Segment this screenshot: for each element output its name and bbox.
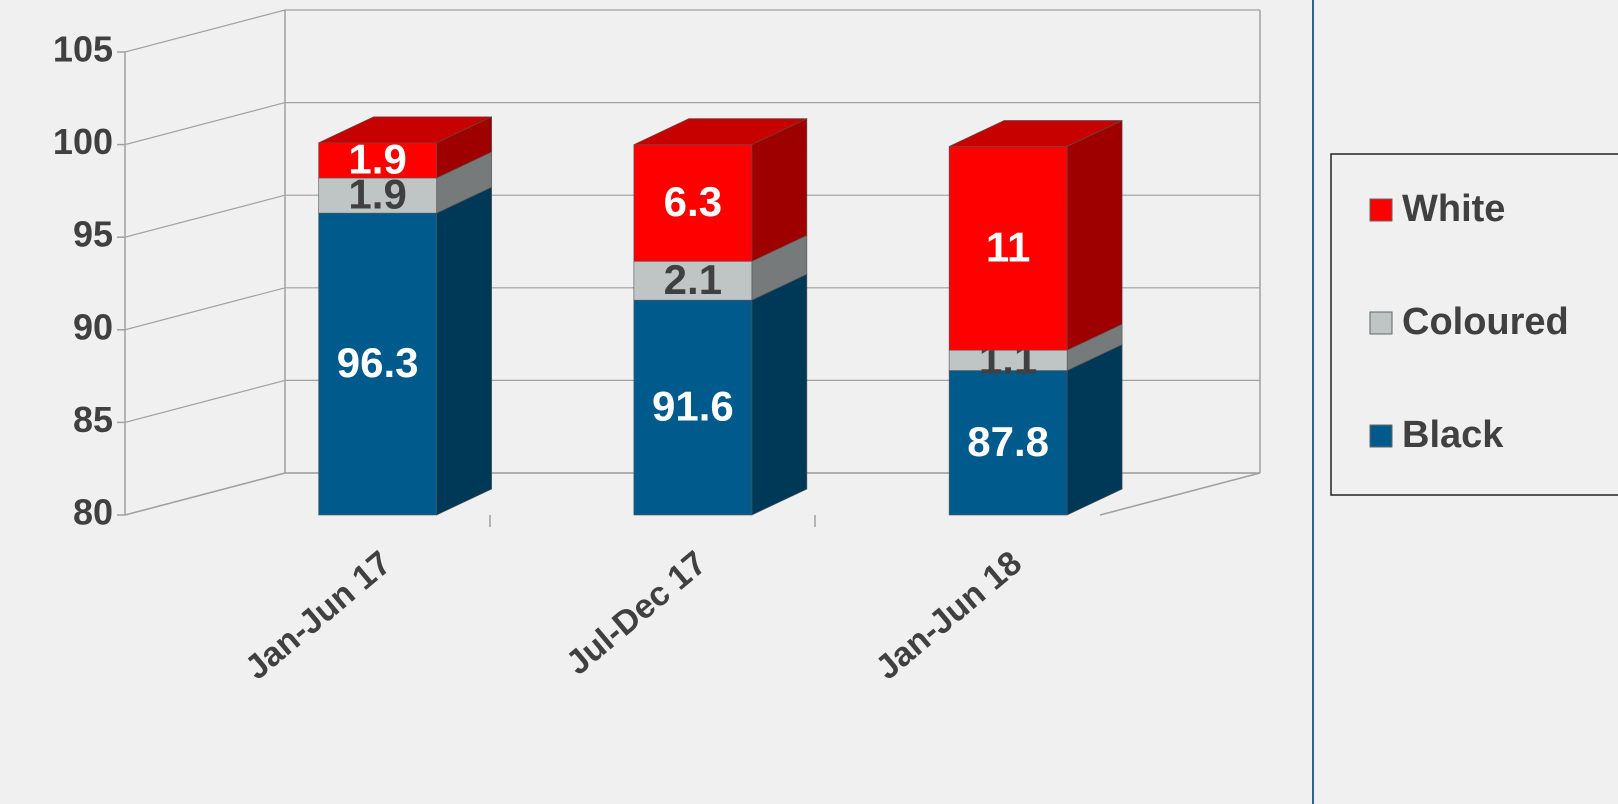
legend-label: Black bbox=[1402, 414, 1504, 456]
bar-top bbox=[633, 118, 808, 145]
grid-line bbox=[124, 101, 1260, 146]
legend-swatch bbox=[1369, 311, 1393, 335]
y-tick-label: 95 bbox=[73, 214, 113, 255]
bar bbox=[948, 370, 1068, 516]
bar-side bbox=[751, 273, 808, 516]
y-tick-label: 90 bbox=[73, 306, 113, 347]
data-label: 6.3 bbox=[664, 178, 722, 225]
bar bbox=[633, 260, 753, 301]
legend-label: White bbox=[1402, 188, 1505, 230]
data-label: 11 bbox=[986, 223, 1030, 270]
data-label: 1.9 bbox=[348, 135, 406, 182]
grid-line bbox=[124, 472, 1260, 516]
bar bbox=[633, 299, 753, 516]
y-tick-label: 100 bbox=[53, 121, 113, 162]
data-label: 1.9 bbox=[348, 171, 406, 218]
grid-line bbox=[124, 379, 1260, 423]
y-tick-label: 105 bbox=[53, 29, 113, 70]
grid-line bbox=[124, 9, 1260, 53]
y-tick-label: 80 bbox=[73, 492, 113, 533]
bar bbox=[948, 146, 1068, 351]
data-label: 91.6 bbox=[652, 383, 734, 430]
data-label: 2.1 bbox=[664, 256, 722, 303]
bar-top bbox=[948, 120, 1123, 147]
data-label: 87.8 bbox=[967, 418, 1049, 465]
legend-box bbox=[1330, 153, 1618, 496]
bar-side bbox=[436, 186, 492, 516]
y-tick-label: 85 bbox=[73, 399, 113, 440]
grid-line bbox=[124, 194, 1260, 238]
bar-side bbox=[1066, 119, 1123, 351]
bar bbox=[318, 212, 437, 516]
bar bbox=[318, 142, 437, 179]
legend-swatch bbox=[1369, 424, 1393, 448]
bar-top bbox=[318, 116, 492, 144]
bar bbox=[318, 177, 437, 214]
legend-swatch bbox=[1369, 198, 1393, 222]
data-label: 96.3 bbox=[337, 339, 419, 386]
bar-side bbox=[1066, 344, 1123, 516]
grid-line bbox=[124, 287, 1260, 331]
bar bbox=[633, 144, 753, 262]
legend-label: Coloured bbox=[1402, 301, 1569, 343]
